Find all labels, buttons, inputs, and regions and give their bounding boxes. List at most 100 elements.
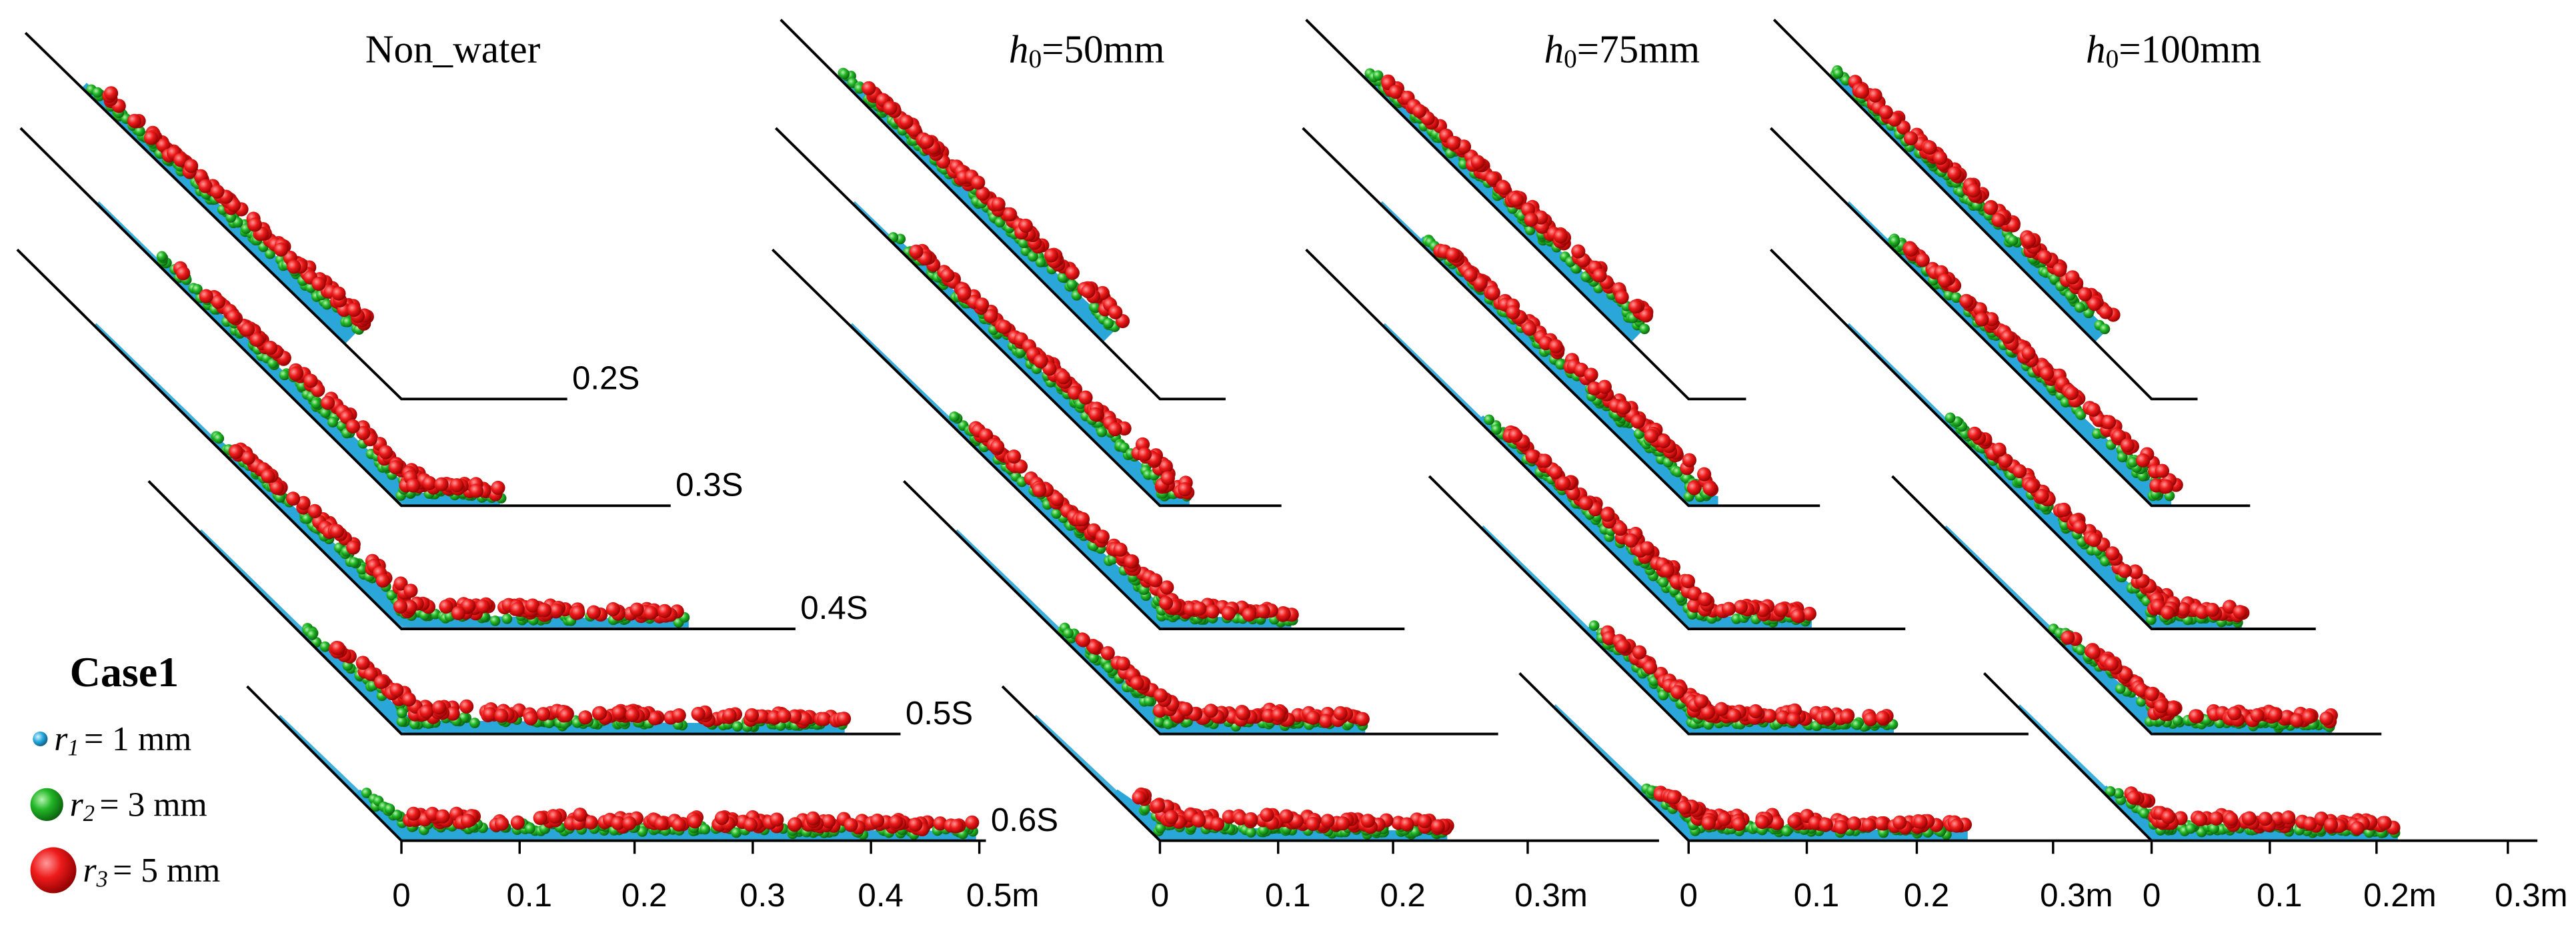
- x-tick-label: 0: [392, 877, 410, 914]
- large-particle: [2039, 366, 2055, 381]
- large-particle: [401, 692, 416, 707]
- large-particle: [1966, 183, 1981, 198]
- large-particle: [1006, 449, 1022, 464]
- large-particle: [2021, 345, 2036, 361]
- large-particle: [1975, 312, 1989, 327]
- medium-particle: [1144, 696, 1154, 706]
- large-particle: [984, 309, 998, 323]
- large-particle: [899, 114, 914, 129]
- large-particle: [419, 704, 434, 719]
- large-particle: [1903, 131, 1918, 145]
- large-particle: [1613, 522, 1628, 536]
- medium-particle: [2185, 823, 2197, 834]
- large-particle: [1937, 273, 1953, 288]
- title-part: h: [1544, 27, 1564, 71]
- large-particle: [920, 134, 934, 149]
- large-particle: [1333, 706, 1348, 721]
- large-particle: [2377, 816, 2392, 830]
- large-particle: [1050, 492, 1064, 507]
- large-particle: [307, 504, 322, 518]
- large-particle: [1100, 646, 1115, 661]
- large-particle: [1124, 554, 1138, 569]
- large-particle: [1446, 247, 1460, 262]
- large-particle: [1861, 818, 1876, 832]
- large-particle: [1088, 407, 1103, 421]
- large-particle: [975, 297, 990, 312]
- large-particle: [2001, 329, 2015, 344]
- medium-particle: [342, 316, 353, 327]
- large-particle: [1538, 453, 1552, 468]
- large-particle: [2064, 385, 2079, 400]
- large-particle: [672, 817, 686, 832]
- large-particle: [1628, 299, 1643, 314]
- legend-subscript: 2: [83, 801, 95, 826]
- large-particle: [1178, 482, 1192, 497]
- ground: [24, 31, 567, 401]
- large-particle: [2061, 630, 2075, 645]
- medium-particle: [731, 827, 742, 838]
- panel-title: Non_water: [365, 27, 541, 71]
- large-particle: [1113, 542, 1128, 557]
- large-particle: [844, 818, 858, 832]
- large-particle: [2013, 463, 2027, 479]
- medium-particle: [1096, 426, 1108, 437]
- large-particle: [1670, 685, 1685, 700]
- large-particle: [2057, 502, 2071, 517]
- large-particle: [1076, 633, 1091, 648]
- large-particle: [536, 707, 551, 722]
- medium-particle: [391, 809, 403, 820]
- panel-title: h0=100mm: [2086, 27, 2261, 73]
- medium-particle: [1154, 716, 1165, 728]
- large-particle: [1834, 820, 1848, 834]
- medium-particle: [1066, 279, 1078, 290]
- large-particle: [1116, 656, 1130, 671]
- ground: [147, 480, 901, 736]
- large-particle: [378, 445, 393, 459]
- large-particle: [406, 478, 421, 493]
- large-particle: [1306, 710, 1320, 725]
- large-particle: [1151, 798, 1166, 813]
- large-particle: [1790, 608, 1805, 624]
- large-particle: [1355, 712, 1370, 726]
- large-particle: [578, 710, 593, 725]
- large-particle: [1192, 602, 1207, 616]
- x-tick-label: 0.3m: [2495, 877, 2567, 914]
- large-particle: [1616, 400, 1630, 415]
- ground: [780, 19, 1226, 401]
- time-label: 0.2S: [572, 360, 639, 397]
- large-particle: [263, 340, 278, 355]
- large-particle: [744, 708, 760, 722]
- large-particle: [2258, 812, 2273, 826]
- large-particle: [583, 815, 598, 830]
- large-particle: [363, 666, 378, 682]
- large-particle: [525, 598, 540, 613]
- large-particle: [1210, 817, 1225, 832]
- large-particle: [461, 598, 475, 613]
- large-particle: [2099, 305, 2113, 319]
- x-tick-label: 0.2: [1904, 877, 1949, 914]
- large-particle: [1748, 704, 1763, 719]
- large-particle: [2268, 708, 2283, 722]
- large-particle: [184, 159, 199, 173]
- large-particle: [1388, 85, 1403, 99]
- legend-symbol-text: r: [54, 720, 68, 758]
- large-particle: [1556, 476, 1571, 491]
- large-particle: [1578, 496, 1593, 511]
- large-particle: [2233, 605, 2247, 620]
- x-tick-label: 0.2: [621, 877, 667, 914]
- large-particle: [439, 599, 453, 614]
- medium-particle: [319, 407, 331, 418]
- large-particle: [1412, 103, 1426, 118]
- large-particle: [173, 153, 188, 167]
- large-particle: [1065, 265, 1080, 280]
- x-tick-label: 0.3m: [1514, 877, 1587, 914]
- large-particle: [1959, 293, 1974, 308]
- legend-symbol: [30, 788, 63, 822]
- large-particle: [1726, 708, 1742, 723]
- large-particle: [1192, 813, 1206, 828]
- legend-label: r3 = 5 mm: [83, 852, 220, 892]
- large-particle: [1271, 708, 1286, 722]
